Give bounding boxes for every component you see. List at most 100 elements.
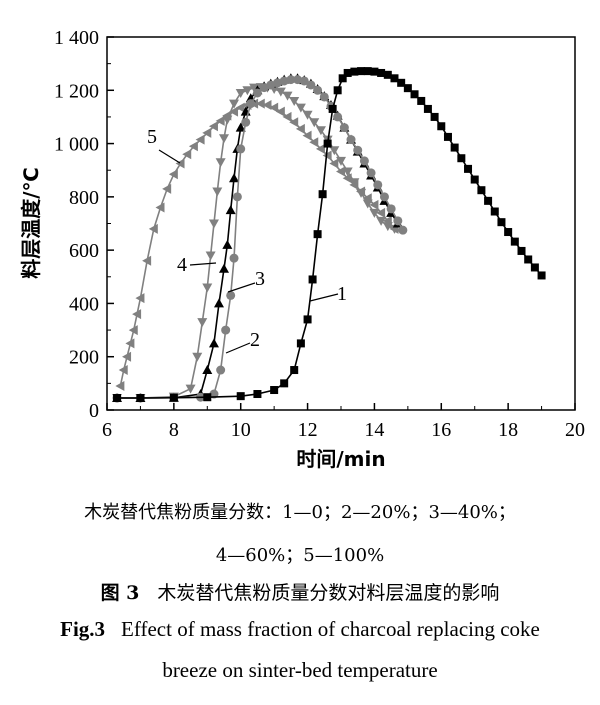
series-2-point	[232, 192, 242, 202]
caption-en-text-1: Effect of mass fraction of charcoal repl…	[121, 617, 540, 641]
series-1-point	[464, 164, 473, 173]
series-1-point	[303, 315, 312, 324]
series-4-point	[329, 146, 340, 156]
series-label: 2	[250, 329, 260, 351]
series-5-point	[329, 158, 339, 169]
series-1	[113, 67, 546, 403]
series-5-point	[369, 199, 379, 210]
series-4-point	[185, 384, 196, 394]
series-5-point	[135, 293, 145, 304]
series-4-point	[362, 199, 373, 209]
y-tick-label: 1 000	[54, 134, 99, 156]
series-4-point	[219, 134, 229, 144]
series-layer	[112, 67, 546, 404]
series-label: 4	[177, 254, 187, 276]
series-2-point	[346, 135, 356, 145]
series-4-point	[222, 115, 233, 125]
series-1-point	[477, 186, 486, 195]
series-2-point	[306, 80, 316, 90]
series-3-point	[235, 122, 246, 132]
series-3-point	[222, 239, 233, 249]
series-5-point	[155, 202, 165, 213]
series-5-point	[289, 117, 299, 128]
series-1-point	[290, 366, 299, 375]
series-4-point	[212, 187, 223, 197]
series-5-point	[195, 134, 205, 145]
series-2-point	[246, 99, 256, 109]
series-4-point	[382, 222, 393, 232]
series-1-point	[470, 175, 479, 184]
series-2-point	[333, 112, 343, 122]
series-3	[112, 73, 403, 403]
series-1-point	[410, 90, 419, 99]
caption-cn-text: 木炭替代焦粉质量分数对料层温度的影响	[157, 582, 500, 604]
series-1-point	[338, 74, 347, 83]
series-1-point	[510, 237, 519, 246]
x-tick-label: 6	[102, 419, 112, 441]
series-2-point	[226, 290, 236, 300]
series-5-point	[336, 166, 345, 177]
series-5-point	[309, 137, 319, 148]
series-2-point	[373, 180, 383, 190]
series-label-leader	[158, 149, 181, 164]
series-label-leader	[225, 342, 251, 354]
series-1-point	[537, 271, 546, 280]
y-tick-label: 1 400	[54, 27, 99, 49]
series-5-point	[175, 158, 185, 169]
series-label-leader	[189, 262, 217, 266]
series-4-point	[205, 251, 216, 261]
series-4-point	[208, 219, 219, 229]
series-1-point	[450, 143, 459, 152]
series-5-point	[132, 309, 142, 320]
series-1-point	[397, 78, 406, 87]
y-tick-label: 1 200	[54, 80, 99, 102]
series-4-point	[376, 216, 387, 226]
series-1-point	[313, 230, 322, 239]
series-3-point	[213, 298, 224, 308]
series-2-point	[353, 145, 363, 155]
series-label-leader	[227, 282, 256, 293]
series-5-point	[255, 98, 265, 109]
series-1-point	[370, 67, 379, 76]
y-tick-label: 0	[89, 400, 99, 422]
series-1-point	[296, 339, 305, 348]
x-tick-label: 14	[364, 419, 384, 441]
series-label: 5	[147, 126, 157, 148]
series-4-point	[275, 87, 286, 97]
series-2-point	[299, 76, 309, 86]
y-tick-label: 800	[69, 187, 99, 209]
series-4-point	[235, 88, 246, 98]
series-2-point	[241, 117, 251, 127]
series-5-point	[162, 183, 172, 194]
series-1-point	[524, 255, 533, 264]
series-5-point	[208, 121, 218, 132]
series-1-point	[490, 207, 499, 216]
series-5-point	[235, 102, 245, 113]
series-2-point	[366, 168, 376, 178]
caption-english-line-1: Fig.3 Effect of mass fraction of charcoal…	[0, 617, 600, 642]
x-tick-label: 10	[231, 419, 251, 441]
series-2-point	[393, 216, 403, 226]
series-1-point	[430, 112, 439, 121]
x-tick-label: 8	[169, 419, 179, 441]
series-1-point	[270, 386, 279, 395]
x-tick-label: 20	[565, 419, 585, 441]
series-label: 1	[337, 283, 347, 305]
series-3-point	[225, 205, 236, 215]
series-5-point	[295, 123, 305, 134]
series-5-point	[215, 115, 225, 126]
y-tick-label: 600	[69, 240, 99, 262]
series-2-point	[386, 204, 396, 214]
series-5-point	[168, 169, 178, 180]
series-2-point	[359, 156, 369, 166]
series-4-point	[302, 110, 313, 120]
series-5-point	[188, 141, 198, 152]
y-tick-label: 200	[69, 347, 99, 369]
series-1-point	[333, 86, 342, 95]
series-1-point	[363, 67, 372, 76]
series-1-point	[357, 67, 366, 76]
series-2-point	[236, 144, 246, 154]
series-5-point	[302, 130, 312, 141]
series-1-point	[203, 393, 212, 402]
series-5-point	[148, 223, 158, 234]
